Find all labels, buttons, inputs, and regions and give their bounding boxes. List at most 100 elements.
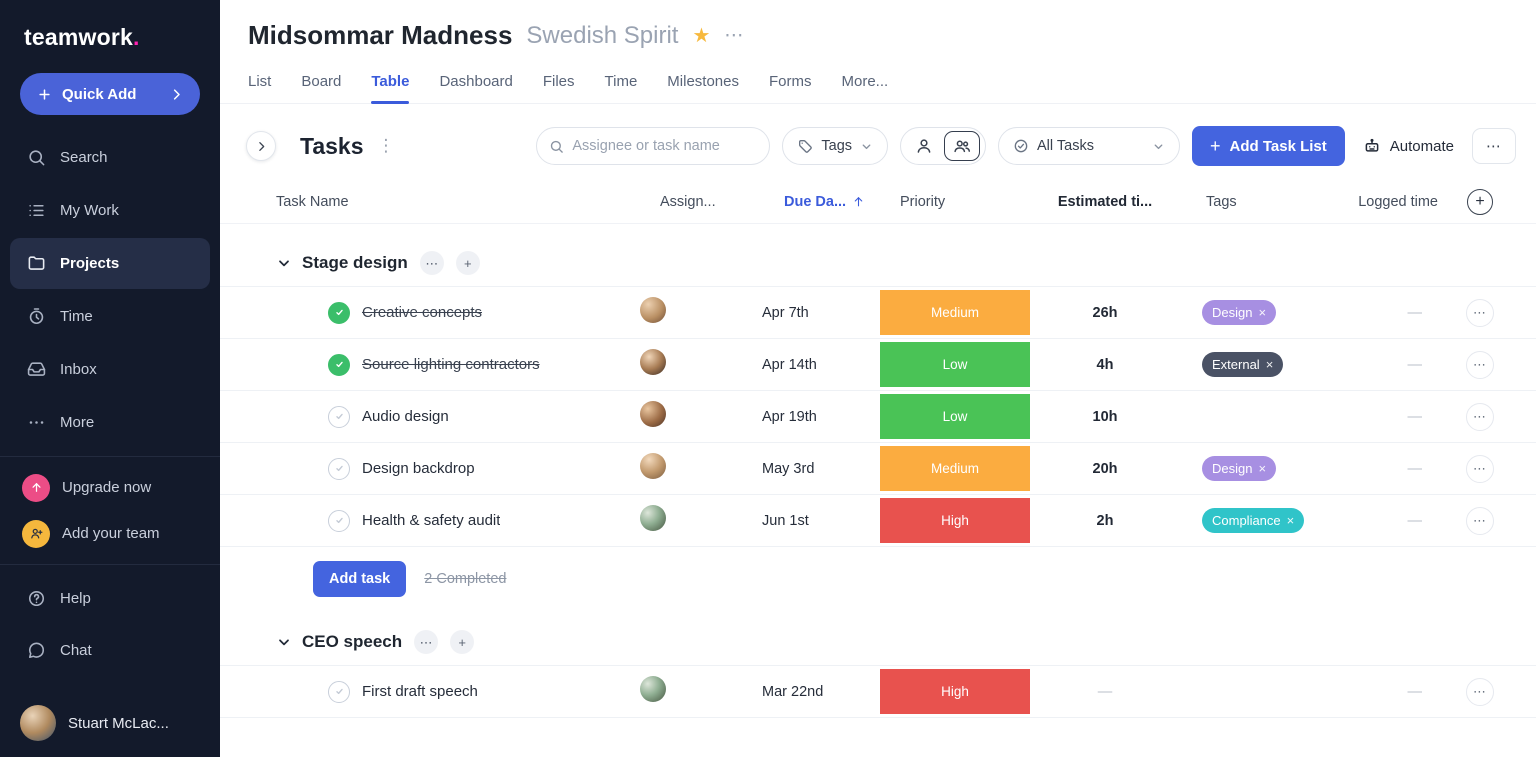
checked-checkbox-icon[interactable] <box>328 301 350 324</box>
row-more-button[interactable]: ⋯ <box>1466 298 1494 327</box>
checked-checkbox-icon[interactable] <box>328 353 350 376</box>
row-more-button[interactable]: ⋯ <box>1466 350 1494 379</box>
tab-list[interactable]: List <box>248 67 271 103</box>
priority-cell[interactable]: Medium <box>880 287 1030 338</box>
tag[interactable]: External × <box>1202 352 1284 377</box>
column-header-tags[interactable]: Tags <box>1180 194 1330 210</box>
sidebar-item-chat[interactable]: Chat <box>10 625 210 676</box>
unchecked-checkbox-icon[interactable] <box>328 405 350 428</box>
tab-files[interactable]: Files <box>543 67 575 103</box>
column-header-assignee[interactable]: Assign... <box>620 194 750 210</box>
column-header-estimated[interactable]: Estimated ti... <box>1030 194 1180 210</box>
row-more-button[interactable]: ⋯ <box>1466 506 1494 535</box>
assignee-avatar[interactable] <box>640 297 666 323</box>
tag[interactable]: Design × <box>1202 300 1277 325</box>
row-more-button[interactable]: ⋯ <box>1466 454 1494 483</box>
assignee-avatar[interactable] <box>640 505 666 531</box>
chevron-down-icon[interactable] <box>276 255 292 271</box>
tab-dashboard[interactable]: Dashboard <box>439 67 512 103</box>
sidebar-item-more[interactable]: More <box>10 397 210 448</box>
tab-forms[interactable]: Forms <box>769 67 812 103</box>
tab-table[interactable]: Table <box>371 67 410 104</box>
group-menu-button[interactable]: ⋯ <box>419 251 444 275</box>
add-column-button[interactable]: + <box>1467 188 1493 215</box>
user-menu[interactable]: Stuart McLac... <box>0 693 220 757</box>
assignee-avatar[interactable] <box>640 349 666 375</box>
assignee-avatar[interactable] <box>640 676 666 702</box>
tab-board[interactable]: Board <box>301 67 341 103</box>
collapse-panel-button[interactable] <box>246 131 276 161</box>
remove-tag-icon[interactable]: × <box>1265 357 1274 372</box>
sidebar-item-help[interactable]: Help <box>10 573 210 624</box>
group-menu-button[interactable]: ⋯ <box>414 630 439 654</box>
task-name[interactable]: Audio design <box>362 408 449 425</box>
assignee-avatar[interactable] <box>640 453 666 479</box>
task-name[interactable]: First draft speech <box>362 683 478 700</box>
tasks-menu-icon[interactable]: ⋮ <box>377 136 395 155</box>
priority-cell[interactable]: Low <box>880 391 1030 442</box>
sidebar-item-inbox[interactable]: Inbox <box>10 344 210 395</box>
tab-more[interactable]: More... <box>842 67 889 103</box>
task-name[interactable]: Design backdrop <box>362 460 475 477</box>
tags-cell[interactable]: Design × <box>1180 300 1330 325</box>
unchecked-checkbox-icon[interactable] <box>328 509 350 532</box>
automate-button[interactable]: Automate <box>1357 137 1460 155</box>
group-assignee-view-button[interactable] <box>944 131 981 161</box>
estimated-time-cell[interactable]: 10h <box>1030 409 1180 425</box>
quick-add-button[interactable]: Quick Add <box>20 73 200 115</box>
column-header-priority[interactable]: Priority <box>880 180 1030 223</box>
remove-tag-icon[interactable]: × <box>1258 461 1267 476</box>
column-header-task[interactable]: Task Name <box>276 194 620 210</box>
project-menu-icon[interactable]: ⋯ <box>724 25 746 46</box>
priority-cell[interactable]: High <box>880 495 1030 546</box>
tab-milestones[interactable]: Milestones <box>667 67 739 103</box>
toolbar-more-button[interactable]: ⋯ <box>1472 128 1516 164</box>
tag[interactable]: Design × <box>1202 456 1277 481</box>
tab-time[interactable]: Time <box>605 67 638 103</box>
single-assignee-view-button[interactable] <box>906 131 942 161</box>
sidebar-item-add-your-team[interactable]: Add your team <box>10 511 210 556</box>
task-name[interactable]: Source lighting contractors <box>362 356 540 373</box>
due-date-cell[interactable]: Apr 7th <box>750 305 880 321</box>
group-add-button[interactable]: + <box>450 630 475 654</box>
estimated-time-cell[interactable]: 26h <box>1030 305 1180 321</box>
task-name[interactable]: Health & safety audit <box>362 512 501 529</box>
sidebar-item-search[interactable]: Search <box>10 132 210 183</box>
due-date-cell[interactable]: Apr 19th <box>750 409 880 425</box>
tags-filter-dropdown[interactable]: Tags <box>782 127 889 165</box>
completed-count[interactable]: 2 Completed <box>424 571 507 587</box>
sidebar-item-projects[interactable]: Projects <box>10 238 210 289</box>
task-filter-dropdown[interactable]: All Tasks <box>998 127 1181 165</box>
tags-cell[interactable]: Design × <box>1180 456 1330 481</box>
sidebar-item-my-work[interactable]: My Work <box>10 185 210 236</box>
estimated-time-cell[interactable]: 2h <box>1030 513 1180 529</box>
column-header-due[interactable]: Due Da... <box>750 194 880 210</box>
due-date-cell[interactable]: Mar 22nd <box>750 684 880 700</box>
unchecked-checkbox-icon[interactable] <box>328 680 350 703</box>
add-task-list-button[interactable]: + Add Task List <box>1192 126 1345 166</box>
search-input[interactable] <box>572 138 758 154</box>
priority-cell[interactable]: High <box>880 666 1030 717</box>
remove-tag-icon[interactable]: × <box>1286 513 1295 528</box>
estimated-time-cell[interactable]: 4h <box>1030 357 1180 373</box>
sidebar-item-time[interactable]: Time <box>10 291 210 342</box>
task-name[interactable]: Creative concepts <box>362 304 483 321</box>
unchecked-checkbox-icon[interactable] <box>328 457 350 480</box>
estimated-time-cell[interactable]: 20h <box>1030 461 1180 477</box>
row-more-button[interactable]: ⋯ <box>1466 402 1494 431</box>
row-more-button[interactable]: ⋯ <box>1466 677 1494 706</box>
star-icon[interactable]: ★ <box>692 24 711 47</box>
priority-cell[interactable]: Low <box>880 339 1030 390</box>
due-date-cell[interactable]: Jun 1st <box>750 513 880 529</box>
remove-tag-icon[interactable]: × <box>1258 305 1267 320</box>
due-date-cell[interactable]: Apr 14th <box>750 357 880 373</box>
assignee-avatar[interactable] <box>640 401 666 427</box>
tag[interactable]: Compliance × <box>1202 508 1305 533</box>
column-header-logged[interactable]: Logged time <box>1330 194 1450 210</box>
sidebar-item-upgrade-now[interactable]: Upgrade now <box>10 465 210 510</box>
tags-cell[interactable]: External × <box>1180 352 1330 377</box>
add-task-button[interactable]: Add task <box>313 561 407 597</box>
priority-cell[interactable]: Medium <box>880 443 1030 494</box>
tags-cell[interactable]: Compliance × <box>1180 508 1330 533</box>
group-add-button[interactable]: + <box>455 251 480 275</box>
